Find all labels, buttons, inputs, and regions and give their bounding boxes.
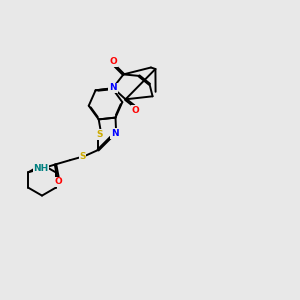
Text: N: N [111, 129, 119, 138]
Text: N: N [109, 83, 117, 92]
Text: O: O [54, 177, 62, 186]
Text: S: S [96, 130, 103, 139]
Text: NH: NH [34, 164, 49, 173]
Text: O: O [110, 57, 118, 66]
Text: O: O [132, 106, 139, 115]
Text: S: S [79, 152, 86, 161]
